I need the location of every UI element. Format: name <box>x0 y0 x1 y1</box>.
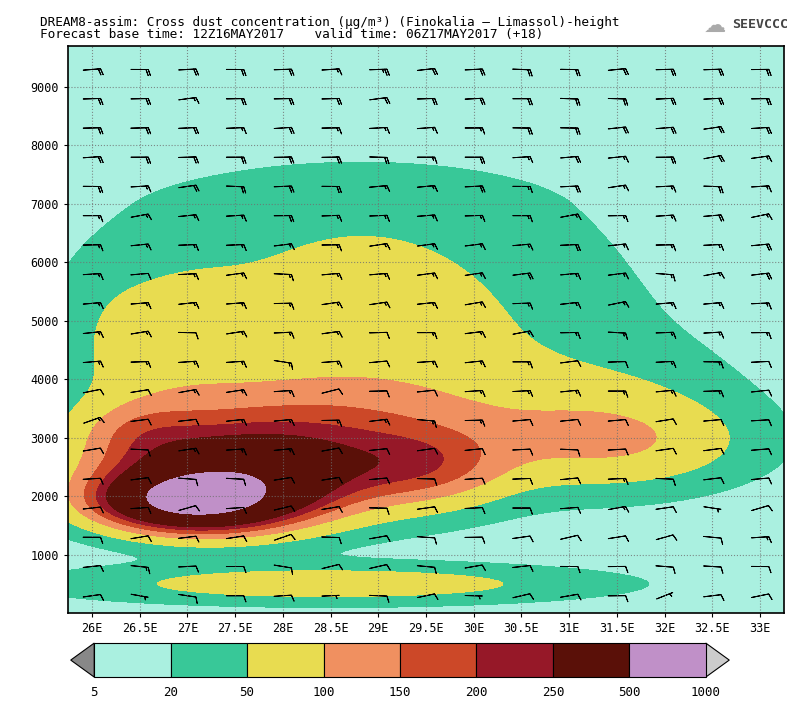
Text: 500: 500 <box>618 686 641 698</box>
Text: 50: 50 <box>240 686 254 698</box>
Bar <box>247 643 323 677</box>
Text: SEEVCCC: SEEVCCC <box>732 18 788 30</box>
Bar <box>94 643 170 677</box>
Text: 1000: 1000 <box>690 686 721 698</box>
Polygon shape <box>706 643 730 677</box>
Bar <box>323 643 400 677</box>
Text: 150: 150 <box>389 686 411 698</box>
Polygon shape <box>70 643 94 677</box>
Text: 20: 20 <box>163 686 178 698</box>
Text: ☁: ☁ <box>704 16 726 35</box>
Text: 100: 100 <box>312 686 335 698</box>
Bar <box>400 643 477 677</box>
Text: 250: 250 <box>542 686 564 698</box>
Bar <box>553 643 630 677</box>
Bar <box>630 643 706 677</box>
Text: 200: 200 <box>465 686 488 698</box>
Bar <box>477 643 553 677</box>
Text: DREAM8-assim: Cross dust concentration (μg/m³) (Finokalia – Limassol)-height: DREAM8-assim: Cross dust concentration (… <box>40 16 619 28</box>
Text: Forecast base time: 12Z16MAY2017    valid time: 06Z17MAY2017 (+18): Forecast base time: 12Z16MAY2017 valid t… <box>40 28 543 40</box>
Text: 5: 5 <box>90 686 98 698</box>
Bar <box>170 643 247 677</box>
